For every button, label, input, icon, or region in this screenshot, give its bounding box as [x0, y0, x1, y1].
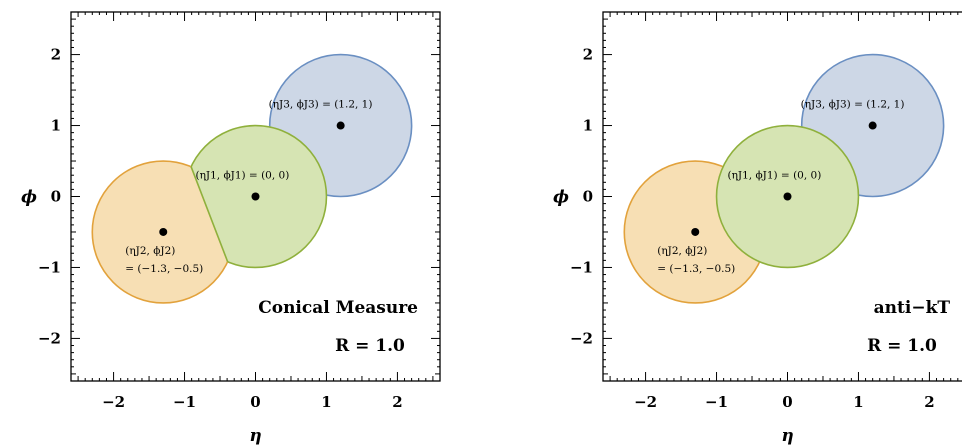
y-tick-label: 1: [583, 117, 593, 135]
y-tick-label: 1: [51, 117, 61, 135]
y-tick-label: −1: [38, 258, 61, 276]
label-j3: (ηJ3, ϕJ3) = (1.2, 1): [269, 99, 373, 111]
label-j2-line1: (ηJ2, ϕJ2): [657, 245, 707, 257]
y-tick-label: 2: [51, 46, 61, 64]
y-axis-label: ϕ: [21, 188, 37, 208]
label-j1: (ηJ1, ϕJ1) = (0, 0): [728, 170, 822, 182]
radius-label: R = 1.0: [867, 336, 937, 356]
y-tick-label: −1: [570, 258, 593, 276]
y-tick-label: 0: [583, 188, 593, 206]
jet-axis-point-j3: [868, 121, 877, 130]
jet-axis-point-j2: [159, 227, 168, 236]
jet-axis-point-j1: [251, 192, 260, 201]
label-j2-line2: = (−1.3, −0.5): [657, 263, 735, 275]
x-tick-label: −1: [173, 393, 196, 411]
x-tick-label: 1: [853, 393, 863, 411]
x-tick-label: 0: [250, 393, 260, 411]
y-tick-label: −2: [570, 329, 593, 347]
x-tick-label: −2: [634, 393, 657, 411]
method-label: Conical Measure: [258, 298, 418, 318]
x-tick-label: 0: [782, 393, 792, 411]
x-axis-label: η: [781, 426, 793, 445]
label-j2-line2: = (−1.3, −0.5): [125, 263, 203, 275]
label-j1: (ηJ1, ϕJ1) = (0, 0): [196, 170, 290, 182]
x-tick-label: −2: [102, 393, 125, 411]
jet-axis-point-j1: [783, 192, 792, 201]
jet-axis-point-j3: [336, 121, 345, 130]
x-tick-label: 1: [321, 393, 331, 411]
radius-label: R = 1.0: [335, 336, 405, 356]
label-j3: (ηJ3, ϕJ3) = (1.2, 1): [801, 99, 905, 111]
x-tick-label: 2: [924, 393, 934, 411]
panel-1: (ηJ1, ϕJ1) = (0, 0) (ηJ3, ϕJ3) = (1.2, 1)…: [21, 11, 441, 445]
x-tick-label: −1: [705, 393, 728, 411]
method-label: anti−kT: [874, 298, 951, 318]
x-tick-label: 2: [392, 393, 402, 411]
label-j2-line1: (ηJ2, ϕJ2): [125, 245, 175, 257]
x-axis-label: η: [249, 426, 261, 445]
y-tick-label: −2: [38, 329, 61, 347]
y-axis-label: ϕ: [553, 188, 569, 208]
boundary-j1-j2: [190, 166, 229, 263]
panel-2: (ηJ1, ϕJ1) = (0, 0) (ηJ3, ϕJ3) = (1.2, 1)…: [553, 11, 962, 445]
y-tick-label: 0: [51, 188, 61, 206]
jet-axis-point-j2: [691, 227, 700, 236]
y-tick-label: 2: [583, 46, 593, 64]
